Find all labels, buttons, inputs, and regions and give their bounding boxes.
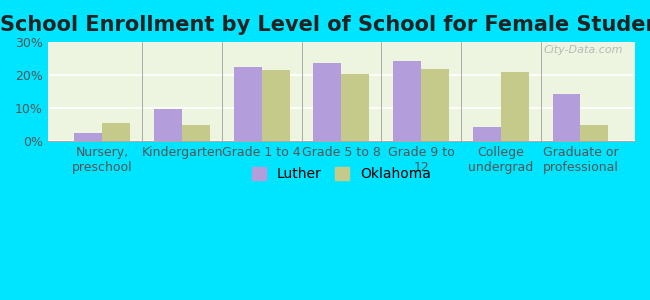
Text: City-Data.com: City-Data.com xyxy=(544,45,623,55)
Bar xyxy=(154,109,182,141)
Bar xyxy=(393,61,421,141)
Title: School Enrollment by Level of School for Female Students: School Enrollment by Level of School for… xyxy=(0,15,650,35)
Bar xyxy=(341,74,369,141)
Bar xyxy=(313,62,341,141)
Bar xyxy=(580,125,608,141)
Bar xyxy=(262,70,289,141)
Bar xyxy=(473,127,501,141)
Bar xyxy=(234,67,262,141)
Bar xyxy=(182,125,210,141)
Bar xyxy=(500,72,528,141)
Bar xyxy=(102,123,130,141)
Bar xyxy=(552,94,580,141)
Legend: Luther, Oklahoma: Luther, Oklahoma xyxy=(244,160,438,188)
Bar xyxy=(75,133,102,141)
Bar xyxy=(421,69,449,141)
